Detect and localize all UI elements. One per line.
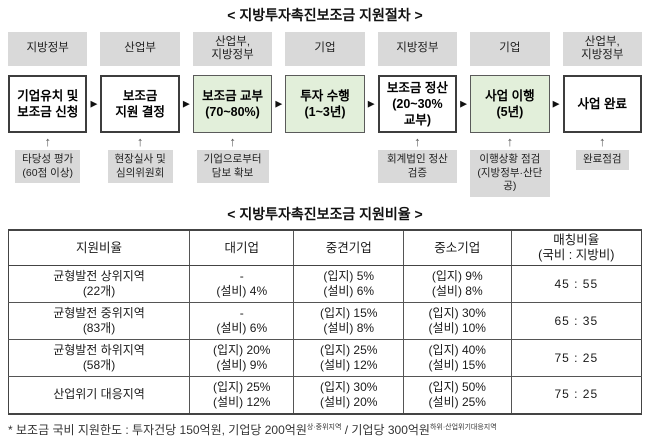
agency-row: 지방정부 산업부 산업부, 지방정부 기업 지방정부 기업 산업부, 지방정부 xyxy=(8,32,642,66)
arrow-right-icon: ▶ xyxy=(90,98,98,109)
col-header-small: 중소기업 xyxy=(402,229,512,267)
table-row: 균형발전 중위지역 (83개) - (설비) 6% (입지) 15% (설비) … xyxy=(7,302,643,341)
ratio-cell: 75 : 25 xyxy=(510,339,643,378)
flow-step-decision: 보조금 지원 결정 xyxy=(100,75,180,133)
footnote-sup-lower-crisis: 하위·산업위기대응지역 xyxy=(429,423,497,431)
col-header-matching: 매칭비율 (국비 : 지방비) xyxy=(510,229,643,267)
agency-box-1: 지방정부 xyxy=(8,32,88,66)
flow-step-invest: 투자 수행 (1~3년) xyxy=(285,75,365,133)
arrow-right-icon: ▶ xyxy=(552,98,560,109)
note-audit: 회계법인 정산 검증 xyxy=(377,150,458,184)
flow-step-settlement: 보조금 정산 (20~30% 교부) xyxy=(377,75,458,133)
col-header-large: 대기업 xyxy=(189,229,295,267)
note-final-check: 완료점검 xyxy=(575,150,629,170)
ratio-cell: 65 : 35 xyxy=(510,302,643,341)
large-cell: (입지) 25% (설비) 12% xyxy=(189,376,295,415)
region-cell: 산업위기 대응지역 xyxy=(7,376,191,415)
agency-box-3: 산업부, 지방정부 xyxy=(192,32,273,66)
region-cell: 균형발전 중위지역 (83개) xyxy=(7,302,191,341)
up-arrow-row: ↑ ↑ ↑ ↑ ↑ ↑ xyxy=(8,134,642,150)
arrow-right-icon: ▶ xyxy=(182,98,190,109)
agency-box-7: 산업부, 지방정부 xyxy=(562,32,642,66)
arrow-up-icon: ↑ xyxy=(506,134,514,149)
support-ratio-table: 지원비율 대기업 중견기업 중소기업 매칭비율 (국비 : 지방비) 균형발전 … xyxy=(7,228,643,415)
medium-cell: (입지) 5% (설비) 6% xyxy=(293,265,404,304)
arrow-right-icon: ▶ xyxy=(460,98,468,109)
footnote: * 보조금 국비 지원한도 : 투자건당 150억원, 기업당 200억원상·중… xyxy=(8,421,642,438)
footnote-text2: / 기업당 300억원 xyxy=(341,422,430,437)
region-cell: 균형발전 상위지역 (22개) xyxy=(7,265,191,304)
footnote-sup-upper-mid: 상·중위지역 xyxy=(306,423,342,431)
ratio-table-title: < 지방투자촉진보조금 지원비율 > xyxy=(227,205,423,222)
flow-step-complete: 사업 완료 xyxy=(562,75,642,133)
large-cell: - (설비) 4% xyxy=(189,265,295,304)
col-header-medium: 중견기업 xyxy=(293,229,404,267)
small-cell: (입지) 50% (설비) 25% xyxy=(402,376,512,415)
note-row: 타당성 평가 (60점 이상) 현장실사 및 심의위원회 기업으로부터 담보 확… xyxy=(8,150,642,197)
arrow-up-icon: ↑ xyxy=(229,134,236,149)
note-inspection: 현장실사 및 심의위원회 xyxy=(107,150,173,184)
note-collateral: 기업으로부터 담보 확보 xyxy=(196,150,269,184)
small-cell: (입지) 30% (설비) 10% xyxy=(402,302,512,341)
process-title: < 지방투자촉진보조금 지원절차 > xyxy=(227,7,423,23)
ratio-cell: 45 : 55 xyxy=(510,265,643,304)
medium-cell: (입지) 25% (설비) 12% xyxy=(293,339,404,378)
agency-box-5: 지방정부 xyxy=(377,32,458,66)
medium-cell: (입지) 15% (설비) 8% xyxy=(293,302,404,341)
table-row: 균형발전 상위지역 (22개) - (설비) 4% (입지) 5% (설비) 6… xyxy=(7,265,643,304)
region-cell: 균형발전 하위지역 (58개) xyxy=(7,339,191,378)
ratio-cell: 75 : 25 xyxy=(510,376,643,415)
medium-cell: (입지) 30% (설비) 20% xyxy=(293,376,404,415)
agency-box-2: 산업부 xyxy=(100,32,180,66)
col-header-region: 지원비율 xyxy=(7,229,191,267)
arrow-up-icon: ↑ xyxy=(44,134,51,149)
agency-box-6: 기업 xyxy=(470,32,550,66)
arrow-up-icon: ↑ xyxy=(136,134,144,149)
arrow-up-icon: ↑ xyxy=(414,134,421,149)
arrow-right-icon: ▶ xyxy=(275,98,283,109)
table-row: 산업위기 대응지역 (입지) 25% (설비) 12% (입지) 30% (설비… xyxy=(7,376,643,415)
arrow-right-icon: ▶ xyxy=(367,98,375,109)
footnote-text: * 보조금 국비 지원한도 : 투자건당 150억원, 기업당 200억원 xyxy=(8,422,307,437)
large-cell: (입지) 20% (설비) 9% xyxy=(189,339,295,378)
note-feasibility: 타당성 평가 (60점 이상) xyxy=(15,150,81,184)
flow-row: 기업유치 및 보조금 신청 ▶ 보조금 지원 결정 ▶ 보조금 교부 (70~8… xyxy=(8,75,642,133)
large-cell: - (설비) 6% xyxy=(189,302,295,341)
table-header-row: 지원비율 대기업 중견기업 중소기업 매칭비율 (국비 : 지방비) xyxy=(7,229,643,267)
arrow-up-icon: ↑ xyxy=(599,134,606,149)
agency-box-4: 기업 xyxy=(285,32,365,66)
flow-step-apply: 기업유치 및 보조금 신청 xyxy=(8,75,88,133)
small-cell: (입지) 40% (설비) 15% xyxy=(402,339,512,378)
flow-step-grant: 보조금 교부 (70~80%) xyxy=(192,75,273,133)
table-row: 균형발전 하위지역 (58개) (입지) 20% (설비) 9% (입지) 25… xyxy=(7,339,643,378)
small-cell: (입지) 9% (설비) 8% xyxy=(402,265,512,304)
note-monitoring: 이행상황 점검 (지방정부·산단공) xyxy=(470,150,550,197)
flow-step-execution: 사업 이행 (5년) xyxy=(470,75,550,133)
